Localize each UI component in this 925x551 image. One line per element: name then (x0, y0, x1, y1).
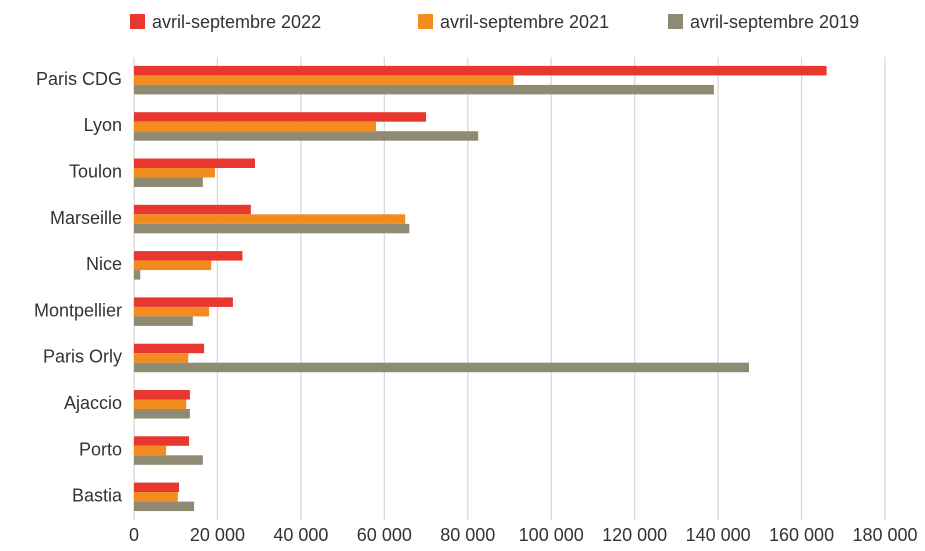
legend-label: avril-septembre 2019 (690, 12, 859, 32)
x-tick-label: 120 000 (602, 525, 667, 545)
y-tick-label: Marseille (50, 208, 122, 228)
bar (134, 177, 203, 187)
bar (134, 455, 203, 465)
y-tick-label: Ajaccio (64, 393, 122, 413)
legend-swatch (668, 14, 683, 29)
x-tick-label: 60 000 (357, 525, 412, 545)
bar (134, 362, 749, 373)
y-tick-label: Toulon (69, 162, 122, 182)
bar (134, 492, 178, 502)
bar (134, 75, 514, 85)
bar (134, 399, 187, 409)
y-tick-label: Bastia (72, 486, 123, 506)
x-tick-label: 160 000 (769, 525, 834, 545)
x-tick-label: 20 000 (190, 525, 245, 545)
y-tick-label: Paris Orly (43, 347, 122, 367)
legend-swatch (418, 14, 433, 29)
bar (134, 112, 427, 122)
bar (134, 445, 167, 456)
bar (134, 204, 251, 215)
bar (134, 214, 406, 224)
bar (134, 306, 210, 317)
bar (134, 501, 195, 512)
bar (134, 168, 215, 178)
x-tick-label: 180 000 (852, 525, 917, 545)
bar (134, 436, 190, 446)
y-tick-label: Montpellier (34, 300, 122, 320)
y-tick-label: Porto (79, 439, 122, 459)
bar (134, 270, 141, 280)
bar (134, 390, 190, 400)
x-tick-label: 100 000 (519, 525, 584, 545)
bar (134, 353, 189, 363)
y-tick-label: Lyon (84, 115, 122, 135)
bar (134, 297, 233, 307)
bar (134, 482, 180, 493)
bar (134, 65, 827, 76)
bar (134, 260, 212, 271)
legend-label: avril-septembre 2022 (152, 12, 321, 32)
bar (134, 409, 190, 419)
y-tick-label: Paris CDG (36, 69, 122, 89)
bar (134, 251, 243, 261)
bar (134, 223, 410, 234)
legend-swatch (130, 14, 145, 29)
bar (134, 343, 205, 354)
legend-label: avril-septembre 2021 (440, 12, 609, 32)
bar (134, 131, 479, 141)
bar (134, 316, 193, 326)
x-tick-label: 80 000 (440, 525, 495, 545)
bar (134, 84, 714, 95)
bar (134, 158, 255, 168)
bar (134, 121, 376, 132)
y-tick-label: Nice (86, 254, 122, 274)
x-tick-label: 140 000 (686, 525, 751, 545)
x-tick-label: 40 000 (273, 525, 328, 545)
x-tick-label: 0 (129, 525, 139, 545)
